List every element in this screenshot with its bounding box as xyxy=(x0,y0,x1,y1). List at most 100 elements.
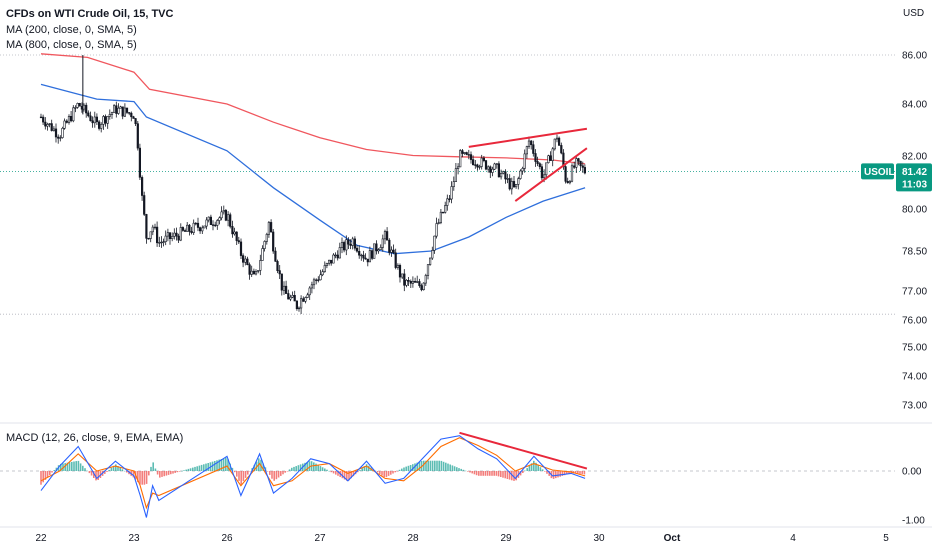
price-tick-label: 74.00 xyxy=(902,372,927,383)
macd-histogram-bar xyxy=(583,471,586,475)
macd-histogram-bar xyxy=(167,471,170,475)
macd-histogram-bar xyxy=(511,471,513,481)
macd-histogram-bar xyxy=(66,462,69,471)
ma800-legend[interactable]: MA (800, close, 0, SMA, 5) xyxy=(6,39,137,51)
candle-body xyxy=(480,157,483,167)
candle-body xyxy=(471,159,475,166)
candle-body xyxy=(340,242,344,248)
macd-histogram-bar xyxy=(383,471,385,478)
macd-histogram-bar xyxy=(561,471,564,476)
chart-title[interactable]: CFDs on WTI Crude Oil, 15, TVC xyxy=(6,8,174,20)
macd-histogram-bar xyxy=(332,471,335,474)
time-tick-label: 23 xyxy=(128,533,140,544)
macd-histogram-bar xyxy=(497,471,500,477)
candle-body xyxy=(540,166,543,179)
candle-body xyxy=(388,239,391,253)
candle-body xyxy=(89,115,92,122)
macd-histogram-bar xyxy=(559,471,561,477)
candle-body xyxy=(267,222,271,235)
macd-histogram-bar xyxy=(442,461,445,471)
candle-body xyxy=(519,170,522,179)
candle-body xyxy=(448,198,451,200)
macd-histogram-bar xyxy=(475,471,478,476)
candle-body xyxy=(409,280,412,284)
candle-body xyxy=(63,120,66,129)
candle-body xyxy=(487,166,490,170)
candle-body xyxy=(564,166,567,182)
candle-body xyxy=(190,231,193,233)
macd-histogram-bar xyxy=(73,461,75,471)
candle-body xyxy=(162,241,165,243)
macd-histogram-bar xyxy=(148,471,150,476)
candle-body xyxy=(499,173,503,178)
candle-body xyxy=(108,114,111,117)
candle-body xyxy=(98,121,101,129)
macd-histogram-bar xyxy=(429,460,432,471)
candle-body xyxy=(269,222,273,233)
candle-body xyxy=(426,264,430,276)
macd-histogram-bar xyxy=(282,471,284,475)
macd-histogram-bar xyxy=(288,469,291,471)
macd-histogram-bar xyxy=(566,471,568,475)
candle-body xyxy=(362,254,365,259)
candle-body xyxy=(181,227,185,231)
candle-body xyxy=(377,249,380,252)
macd-histogram-bar xyxy=(431,460,434,471)
candle-body xyxy=(117,107,120,114)
candle-body xyxy=(306,294,309,298)
macd-histogram-bar xyxy=(361,468,363,471)
time-tick-label: 28 xyxy=(407,533,419,544)
candle-body xyxy=(145,214,148,239)
ma800-line xyxy=(40,83,586,255)
candle-body xyxy=(327,259,331,264)
macd-divergence-trendline xyxy=(459,431,588,470)
macd-histogram-bar xyxy=(460,468,462,471)
candle-body xyxy=(287,293,290,300)
macd-pane xyxy=(40,431,588,518)
candle-body xyxy=(575,158,578,168)
macd-histogram-bar xyxy=(473,471,476,475)
candle-body xyxy=(446,198,449,206)
macd-histogram-bar xyxy=(229,463,231,471)
macd-histogram-bar xyxy=(447,463,449,471)
candle-body xyxy=(151,226,154,233)
candle-body xyxy=(577,158,580,162)
macd-histogram-bar xyxy=(478,471,480,476)
candle-body xyxy=(398,264,402,278)
candle-body xyxy=(351,238,354,246)
time-tick-label: 22 xyxy=(35,533,47,544)
ma200-legend[interactable]: MA (200, close, 0, SMA, 5) xyxy=(6,24,137,36)
candle-body xyxy=(523,153,526,169)
macd-histogram-bar xyxy=(156,471,159,475)
macd-histogram-bar xyxy=(262,463,264,471)
symbol-badge xyxy=(861,163,894,180)
candle-body xyxy=(252,270,256,275)
macd-histogram-bar xyxy=(504,471,506,479)
candle-body xyxy=(383,231,387,240)
macd-histogram-bar xyxy=(568,471,570,474)
candle-body xyxy=(370,250,374,259)
candle-body xyxy=(330,259,333,264)
candle-body xyxy=(130,112,133,118)
time-tick-label: 29 xyxy=(500,533,512,544)
macd-legend[interactable]: MACD (12, 26, close, 9, EMA, EMA) xyxy=(6,432,184,444)
candle-body xyxy=(332,254,335,264)
macd-histogram-bar xyxy=(462,469,465,471)
candle-body xyxy=(411,280,415,284)
macd-histogram-bar xyxy=(486,471,489,476)
candle-body xyxy=(235,231,238,241)
macd-histogram-bar xyxy=(357,471,359,473)
candle-body xyxy=(491,168,494,173)
candle-body xyxy=(141,177,144,196)
candle-body xyxy=(424,275,427,284)
candle-body xyxy=(48,123,51,125)
macd-histogram-bar xyxy=(273,471,275,481)
macd-histogram-bar xyxy=(522,471,524,473)
candle-body xyxy=(61,128,64,138)
candle-body xyxy=(76,103,79,108)
candle-body xyxy=(497,163,501,178)
macd-histogram-bar xyxy=(409,465,412,471)
candle-body xyxy=(342,242,346,251)
trendline-drawings[interactable] xyxy=(468,127,588,202)
